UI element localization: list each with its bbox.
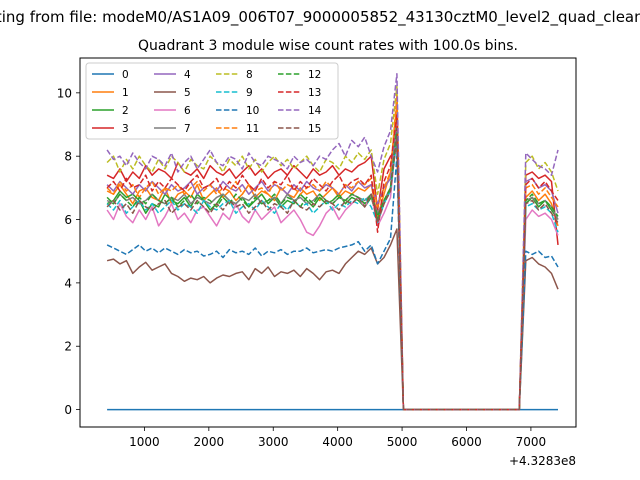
series-line-5 [106, 228, 559, 411]
series-line-4 [106, 123, 559, 411]
y-tick-label: 10 [57, 86, 72, 100]
y-tick-label: 0 [64, 403, 72, 417]
legend-label-8: 8 [246, 69, 253, 81]
legend-label-2: 2 [122, 105, 129, 117]
legend-label-3: 3 [122, 123, 129, 135]
y-tick-label: 6 [64, 213, 72, 227]
legend-label-6: 6 [184, 105, 191, 117]
x-offset-label: +4.3283e8 [509, 454, 576, 468]
plot-area [106, 73, 559, 411]
x-tick-label: 1000 [129, 435, 160, 449]
x-tick-label: 5000 [387, 435, 418, 449]
plot-frame [79, 57, 577, 428]
series-line-7 [106, 133, 559, 411]
legend-label-12: 12 [308, 69, 321, 81]
x-tick-label: 6000 [451, 435, 482, 449]
legend-label-15: 15 [308, 123, 321, 135]
axes: 1000 2000 3000 4000 5000 6000 7000 0 2 4 6 8 10 [57, 86, 546, 449]
legend-box [85, 62, 339, 140]
legend-label-1: 1 [122, 87, 129, 99]
chart-title: Quadrant 3 module wise count rates with … [138, 38, 518, 54]
legend-label-7: 7 [184, 123, 191, 135]
x-tick-label: 2000 [194, 435, 225, 449]
legend-label-13: 13 [308, 87, 321, 99]
series-line-14 [106, 73, 559, 411]
series-line-10 [106, 155, 559, 411]
figure-suptitle-text: Plotting from file: modeM0/AS1A09_006T07… [0, 8, 640, 26]
series-line-13 [106, 114, 559, 411]
y-tick-label: 2 [64, 340, 72, 354]
series-line-15 [106, 136, 559, 411]
series-line-1 [106, 101, 559, 411]
x-tick-label: 7000 [516, 435, 547, 449]
y-tick-label: 8 [64, 150, 72, 164]
legend-label-4: 4 [184, 69, 191, 81]
legend-label-10: 10 [246, 105, 259, 117]
x-tick-label: 3000 [258, 435, 289, 449]
legend-label-0: 0 [122, 69, 129, 81]
legend-label-14: 14 [308, 105, 322, 117]
y-tick-label: 4 [64, 276, 72, 290]
legend-label-11: 11 [246, 123, 259, 135]
legend-label-5: 5 [184, 87, 191, 99]
legend-label-9: 9 [246, 87, 253, 99]
x-tick-label: 4000 [322, 435, 353, 449]
